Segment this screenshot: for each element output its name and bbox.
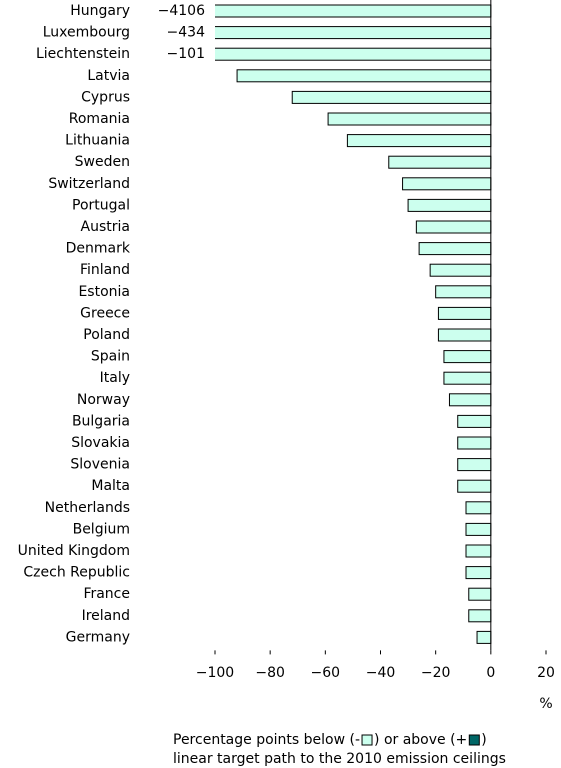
category-label: Bulgaria [72,413,130,429]
category-label: Poland [83,327,130,343]
category-label: Malta [91,478,130,494]
bar [215,47,492,61]
x-axis-label: % [539,696,552,712]
category-label: Latvia [87,68,130,84]
category-label: Belgium [73,521,130,537]
category-label: United Kingdom [18,543,130,559]
category-label: France [83,586,130,602]
bar [443,350,492,364]
bar [429,263,492,277]
x-tick-label: −80 [255,665,285,681]
category-label: Germany [66,629,130,645]
bar [346,134,492,148]
category-label: Slovakia [71,435,130,451]
x-tick-label: −20 [421,665,451,681]
bar [457,414,492,428]
bar [437,306,492,320]
category-label: Norway [77,392,130,408]
category-label: Italy [100,370,130,386]
value-label: −101 [167,46,205,62]
category-label: Sweden [75,154,130,170]
legend-text: linear target path to the 2010 emission … [173,751,506,767]
bar [437,328,492,342]
bar [468,609,492,623]
bar [457,436,492,450]
x-tick-label: 0 [486,665,495,681]
bar [465,501,492,515]
bar [415,220,492,234]
category-label: Lithuania [65,133,130,149]
bar [407,198,492,212]
bar [465,544,492,558]
bar [388,155,492,169]
bar [465,522,492,536]
bar [468,587,492,601]
legend-swatch [468,734,480,746]
category-label: Hungary [70,3,130,19]
bar [448,393,492,407]
value-label: −434 [167,25,206,41]
legend-text: Percentage points below (- [173,732,360,748]
plot-area [215,4,492,644]
bar [402,177,492,191]
category-label: Greece [80,305,130,321]
x-tick-label: −100 [196,665,234,681]
value-label: −4106 [158,3,205,19]
category-label: Finland [80,262,130,278]
bar [418,242,492,256]
bar [457,479,492,493]
category-label: Luxembourg [43,25,130,41]
category-label: Switzerland [48,176,130,192]
category-label: Cyprus [81,89,130,105]
category-label: Netherlands [45,500,130,516]
bar [327,112,492,126]
category-label: Spain [91,349,130,365]
category-label: Czech Republic [23,565,130,581]
legend-text: ) or above (+ [374,732,467,748]
bar [457,458,492,472]
category-label: Liechtenstein [36,46,130,62]
x-tick-label: 20 [537,665,555,681]
x-tick-label: −40 [366,665,396,681]
legend-swatch [361,734,373,746]
legend-text: ) [481,732,486,748]
category-label: Estonia [78,284,130,300]
bar [443,371,492,385]
x-tick-label: −60 [311,665,341,681]
bar [465,566,492,580]
category-label: Slovenia [70,457,130,473]
category-label: Denmark [66,241,131,257]
bar [476,630,492,644]
category-label: Romania [69,111,130,127]
bar [291,90,492,104]
bar [435,285,492,299]
bar [236,69,492,83]
category-label: Austria [81,219,130,235]
category-label: Ireland [82,608,130,624]
category-label: Portugal [72,197,130,213]
